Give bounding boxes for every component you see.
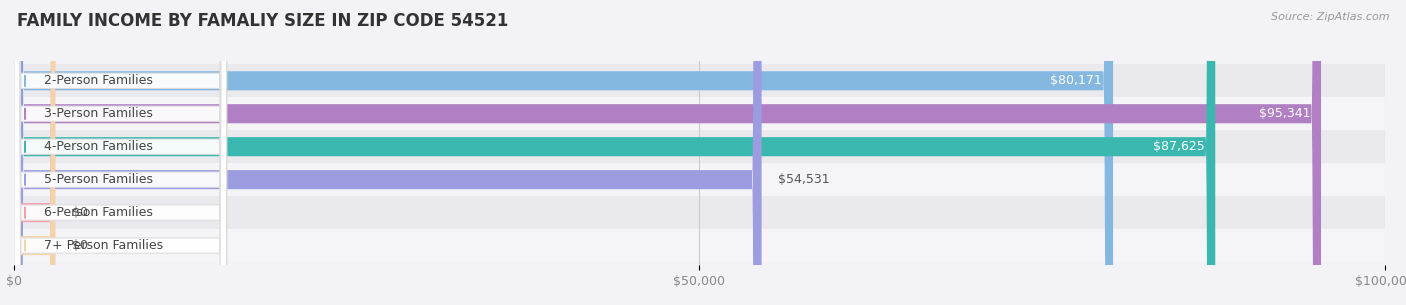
FancyBboxPatch shape: [14, 0, 226, 305]
FancyBboxPatch shape: [14, 0, 226, 305]
FancyBboxPatch shape: [14, 0, 1215, 305]
FancyBboxPatch shape: [14, 0, 55, 305]
Text: $0: $0: [72, 206, 87, 219]
FancyBboxPatch shape: [14, 64, 1385, 97]
FancyBboxPatch shape: [14, 196, 1385, 229]
FancyBboxPatch shape: [14, 229, 1385, 262]
FancyBboxPatch shape: [14, 163, 1385, 196]
FancyBboxPatch shape: [14, 0, 226, 305]
FancyBboxPatch shape: [14, 0, 1322, 305]
Text: 3-Person Families: 3-Person Families: [44, 107, 153, 120]
Text: $95,341: $95,341: [1258, 107, 1310, 120]
Text: 2-Person Families: 2-Person Families: [44, 74, 153, 87]
Text: $87,625: $87,625: [1153, 140, 1205, 153]
Text: 7+ Person Families: 7+ Person Families: [44, 239, 163, 252]
FancyBboxPatch shape: [14, 0, 226, 305]
Text: 4-Person Families: 4-Person Families: [44, 140, 153, 153]
Text: 5-Person Families: 5-Person Families: [44, 173, 153, 186]
Text: 6-Person Families: 6-Person Families: [44, 206, 153, 219]
Text: Source: ZipAtlas.com: Source: ZipAtlas.com: [1271, 12, 1389, 22]
Text: $54,531: $54,531: [778, 173, 830, 186]
FancyBboxPatch shape: [14, 130, 1385, 163]
FancyBboxPatch shape: [14, 0, 1114, 305]
Text: $80,171: $80,171: [1050, 74, 1102, 87]
FancyBboxPatch shape: [14, 0, 55, 305]
Text: $0: $0: [72, 239, 87, 252]
FancyBboxPatch shape: [14, 97, 1385, 130]
Text: FAMILY INCOME BY FAMALIY SIZE IN ZIP CODE 54521: FAMILY INCOME BY FAMALIY SIZE IN ZIP COD…: [17, 12, 508, 30]
FancyBboxPatch shape: [14, 0, 226, 305]
FancyBboxPatch shape: [14, 0, 226, 305]
FancyBboxPatch shape: [14, 0, 762, 305]
